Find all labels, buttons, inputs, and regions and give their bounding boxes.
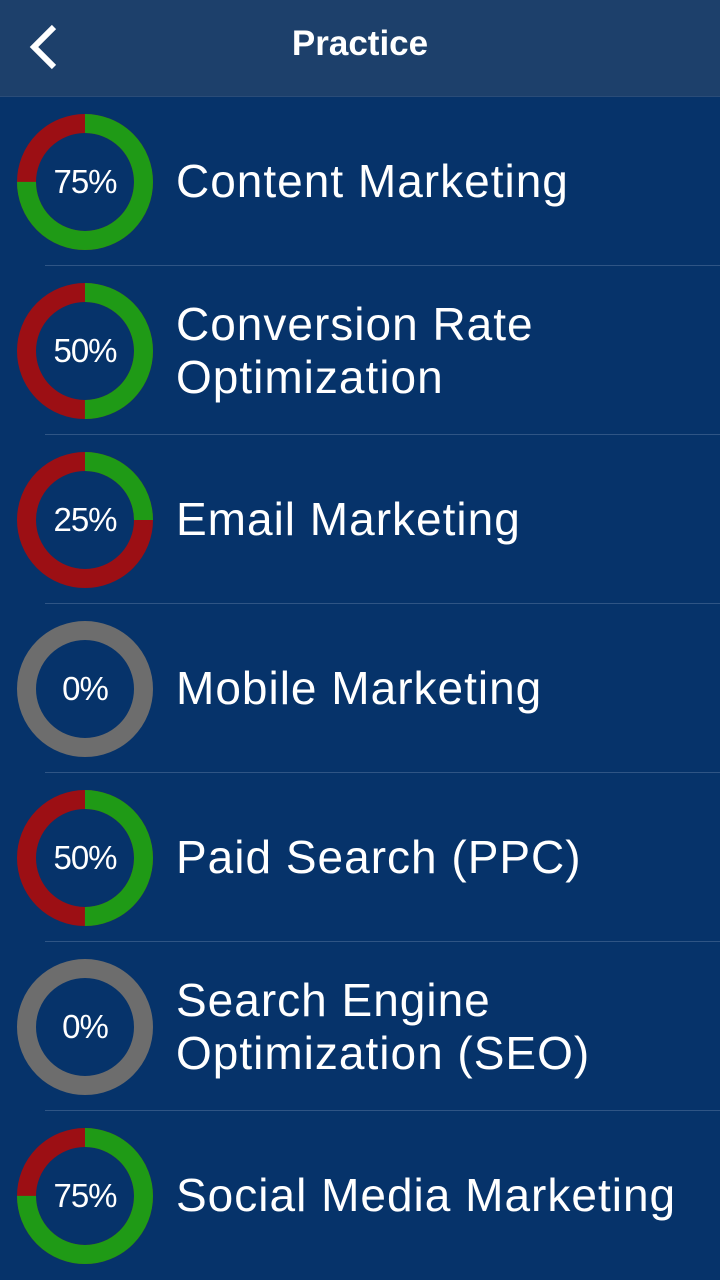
topic-row[interactable]: 50% Paid Search (PPC): [0, 773, 720, 942]
progress-ring: [17, 113, 153, 250]
ring-complete: [17, 282, 153, 419]
ring-empty: [17, 958, 153, 1095]
nav-bar: Practice: [0, 0, 720, 97]
topic-label: Paid Search (PPC): [176, 831, 582, 883]
ring-complete: [17, 113, 153, 250]
page-title: Practice: [291, 24, 429, 63]
ring-empty: [17, 620, 153, 757]
topic-row[interactable]: 75% Social Media Marketing: [0, 1111, 720, 1280]
progress-ring: [17, 789, 153, 926]
progress-percent: 75%: [53, 1176, 117, 1214]
progress-ring: [17, 1127, 153, 1264]
topic-row[interactable]: 0% Mobile Marketing: [0, 604, 720, 773]
progress-percent: 0%: [62, 1007, 109, 1045]
topic-row[interactable]: 50% Conversion Rate Optimization: [0, 266, 720, 435]
topic-list: 75% Content Marketing 50% Conversion Rate O…: [0, 97, 720, 1280]
progress-percent: 25%: [53, 500, 117, 538]
topic-label: Content Marketing: [176, 155, 569, 207]
progress-ring: [17, 451, 153, 588]
chevron-left-icon[interactable]: [24, 22, 64, 72]
topic-row[interactable]: 25% Email Marketing: [0, 435, 720, 604]
ring-complete: [17, 451, 153, 588]
progress-ring: [17, 620, 153, 757]
progress-percent: 50%: [53, 331, 117, 369]
progress-ring: [17, 282, 153, 419]
progress-percent: 50%: [53, 838, 117, 876]
topic-label: Social Media Marketing: [176, 1169, 677, 1221]
topic-label: Email Marketing: [176, 493, 521, 545]
topic-row[interactable]: 0% Search Engine Optimization (SEO): [0, 942, 720, 1111]
topic-label: Search Engine Optimization (SEO): [176, 973, 591, 1079]
ring-complete: [17, 1127, 153, 1264]
topic-row[interactable]: 75% Content Marketing: [0, 97, 720, 266]
progress-ring: [17, 958, 153, 1095]
progress-percent: 0%: [62, 669, 109, 707]
topic-label: Mobile Marketing: [176, 662, 543, 714]
progress-percent: 75%: [53, 162, 117, 200]
ring-complete: [17, 789, 153, 926]
topic-label: Conversion Rate Optimization: [176, 297, 534, 403]
